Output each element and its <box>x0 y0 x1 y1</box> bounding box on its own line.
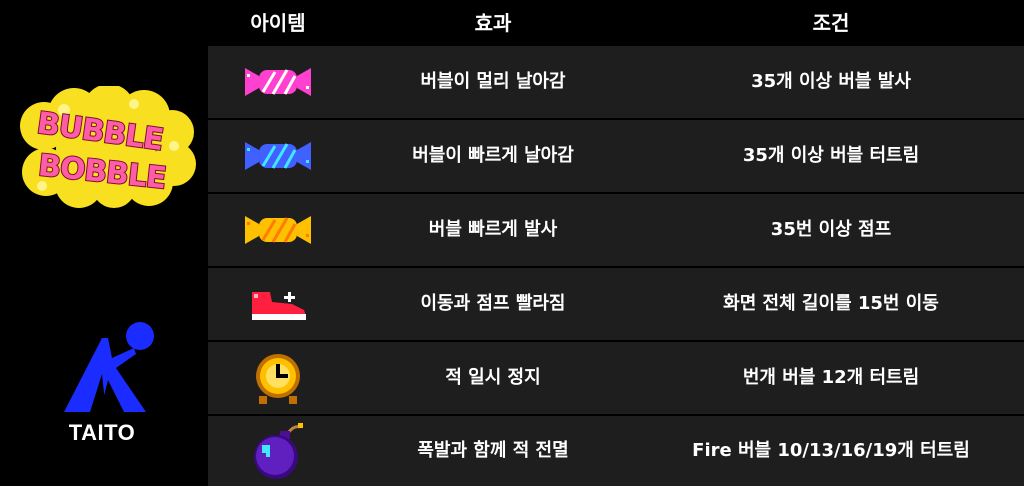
bomb-icon <box>254 423 303 479</box>
red-shoe-icon <box>252 292 306 320</box>
blue-candy-icon <box>245 142 311 170</box>
table-row: 버블 빠르게 발사 35번 이상 점프 <box>208 194 1024 266</box>
pink-candy-icon <box>245 68 311 96</box>
effect-text: 폭발과 함께 적 전멸 <box>417 440 569 461</box>
taito-wordmark: TAITO <box>68 420 136 445</box>
icon-cell <box>208 416 348 486</box>
table-row: 이동과 점프 빨라짐 화면 전체 길이를 15번 이동 <box>208 268 1024 340</box>
row-divider <box>208 414 1024 416</box>
table-row: 버블이 멀리 날아감 35개 이상 버블 발사 <box>208 46 1024 118</box>
effect-text: 버블 빠르게 발사 <box>428 219 558 240</box>
header-effect: 효과 <box>474 11 512 35</box>
yellow-candy-icon <box>245 216 311 244</box>
bubble-bobble-logo: BUBBLE BOBBLE <box>20 86 196 208</box>
table-row: 적 일시 정지 번개 버블 12개 터트림 <box>208 342 1024 414</box>
icon-cell <box>208 342 348 414</box>
condition-text: 35번 이상 점프 <box>770 219 892 240</box>
icon-cell <box>208 194 348 266</box>
effect-text: 이동과 점프 빨라짐 <box>420 293 566 314</box>
row-divider <box>208 118 1024 120</box>
table-header: 아이템 효과 조건 <box>208 0 1024 46</box>
icon-cell <box>208 120 348 192</box>
logo-panel: BUBBLE BOBBLE TAITO <box>0 0 208 486</box>
condition-text: 35개 이상 버블 터트림 <box>742 145 920 166</box>
condition-text: 번개 버블 12개 터트림 <box>742 367 920 388</box>
row-divider <box>208 266 1024 268</box>
condition-text: Fire 버블 10/13/16/19개 터트림 <box>692 440 970 461</box>
row-divider <box>208 192 1024 194</box>
table-row: 버블이 빠르게 날아감 35개 이상 버블 터트림 <box>208 120 1024 192</box>
condition-text: 화면 전체 길이를 15번 이동 <box>723 293 939 314</box>
header-condition: 조건 <box>812 11 850 35</box>
condition-text: 35개 이상 버블 발사 <box>751 71 911 92</box>
effect-text: 적 일시 정지 <box>445 367 541 388</box>
icon-cell <box>208 46 348 118</box>
row-divider <box>208 340 1024 342</box>
icon-cell <box>208 268 348 340</box>
clock-icon <box>256 354 300 404</box>
item-table: 아이템 효과 조건 버블이 멀리 날아감 35개 이상 버블 발사 <box>208 0 1024 486</box>
header-item: 아이템 <box>250 11 306 35</box>
effect-text: 버블이 멀리 날아감 <box>420 71 566 92</box>
effect-text: 버블이 빠르게 날아감 <box>412 145 574 166</box>
table-row: 폭발과 함께 적 전멸 Fire 버블 10/13/16/19개 터트림 <box>208 416 1024 486</box>
taito-logo <box>64 322 154 412</box>
